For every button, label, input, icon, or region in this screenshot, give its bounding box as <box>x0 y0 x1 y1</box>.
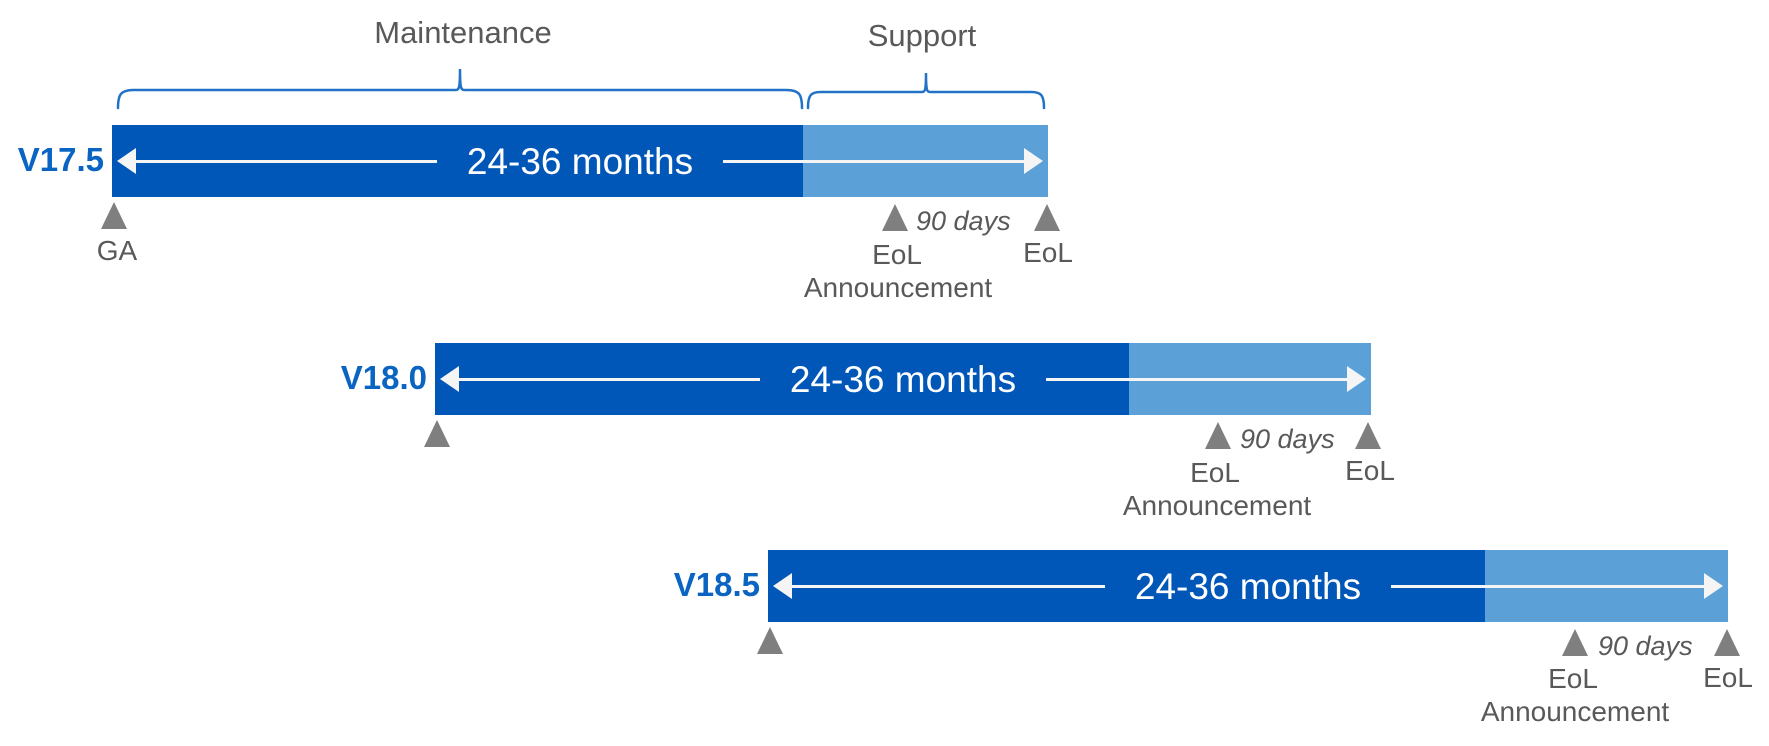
left-arrowhead-icon <box>773 573 792 599</box>
eol-announcement-label-line1: EoL <box>1190 457 1240 488</box>
duration-arrow: 24-36 months <box>112 125 1048 197</box>
right-arrowhead-icon <box>1024 148 1043 174</box>
support-label: Support <box>867 18 977 53</box>
duration-label: 24-36 months <box>466 140 694 182</box>
eol-announcement-marker-icon <box>1562 629 1588 656</box>
eol-announcement-marker-icon <box>1205 422 1231 449</box>
days-label: 90 days <box>1598 631 1693 661</box>
right-arrowhead-icon <box>1704 573 1723 599</box>
ga-marker-icon <box>424 420 450 447</box>
timeline-bar: 24-36 months <box>768 550 1728 622</box>
ga-label: GA <box>96 235 138 266</box>
duration-arrow: 24-36 months <box>768 550 1728 622</box>
eol-announcement-marker-icon <box>882 204 908 231</box>
duration-arrow: 24-36 months <box>435 343 1371 415</box>
support-brace-icon <box>806 72 1046 110</box>
eol-marker-icon <box>1034 204 1060 231</box>
eol-announcement-label-line2: Announcement <box>1480 696 1670 727</box>
eol-marker-icon <box>1714 629 1740 656</box>
eol-announcement-label-line1: EoL <box>1548 663 1598 694</box>
days-label: 90 days <box>1240 424 1335 454</box>
eol-announcement-label-line2: Announcement <box>1122 490 1312 521</box>
duration-label: 24-36 months <box>789 358 1017 400</box>
eol-announcement-label-line1: EoL <box>872 239 922 270</box>
eol-marker-icon <box>1355 422 1381 449</box>
left-arrowhead-icon <box>117 148 136 174</box>
arrow-line <box>459 377 760 381</box>
arrow-line <box>792 584 1105 588</box>
duration-label: 24-36 months <box>1134 565 1362 607</box>
timeline-bar: 24-36 months <box>435 343 1371 415</box>
arrow-line <box>136 159 437 163</box>
eol-announcement-label-line2: Announcement <box>803 272 993 303</box>
left-arrowhead-icon <box>440 366 459 392</box>
eol-label: EoL <box>1023 237 1073 268</box>
right-arrowhead-icon <box>1347 366 1366 392</box>
days-label: 90 days <box>916 206 1011 236</box>
maintenance-brace-icon <box>116 68 804 110</box>
version-label: V17.5 <box>17 141 104 178</box>
version-label: V18.0 <box>340 359 427 396</box>
arrow-line <box>723 159 1024 163</box>
arrow-line <box>1046 377 1347 381</box>
version-label: V18.5 <box>673 566 760 603</box>
ga-marker-icon <box>101 202 127 229</box>
maintenance-label: Maintenance <box>374 15 552 50</box>
arrow-line <box>1391 584 1704 588</box>
eol-label: EoL <box>1345 455 1395 486</box>
ga-marker-icon <box>757 627 783 654</box>
timeline-bar: 24-36 months <box>112 125 1048 197</box>
eol-label: EoL <box>1703 662 1753 693</box>
